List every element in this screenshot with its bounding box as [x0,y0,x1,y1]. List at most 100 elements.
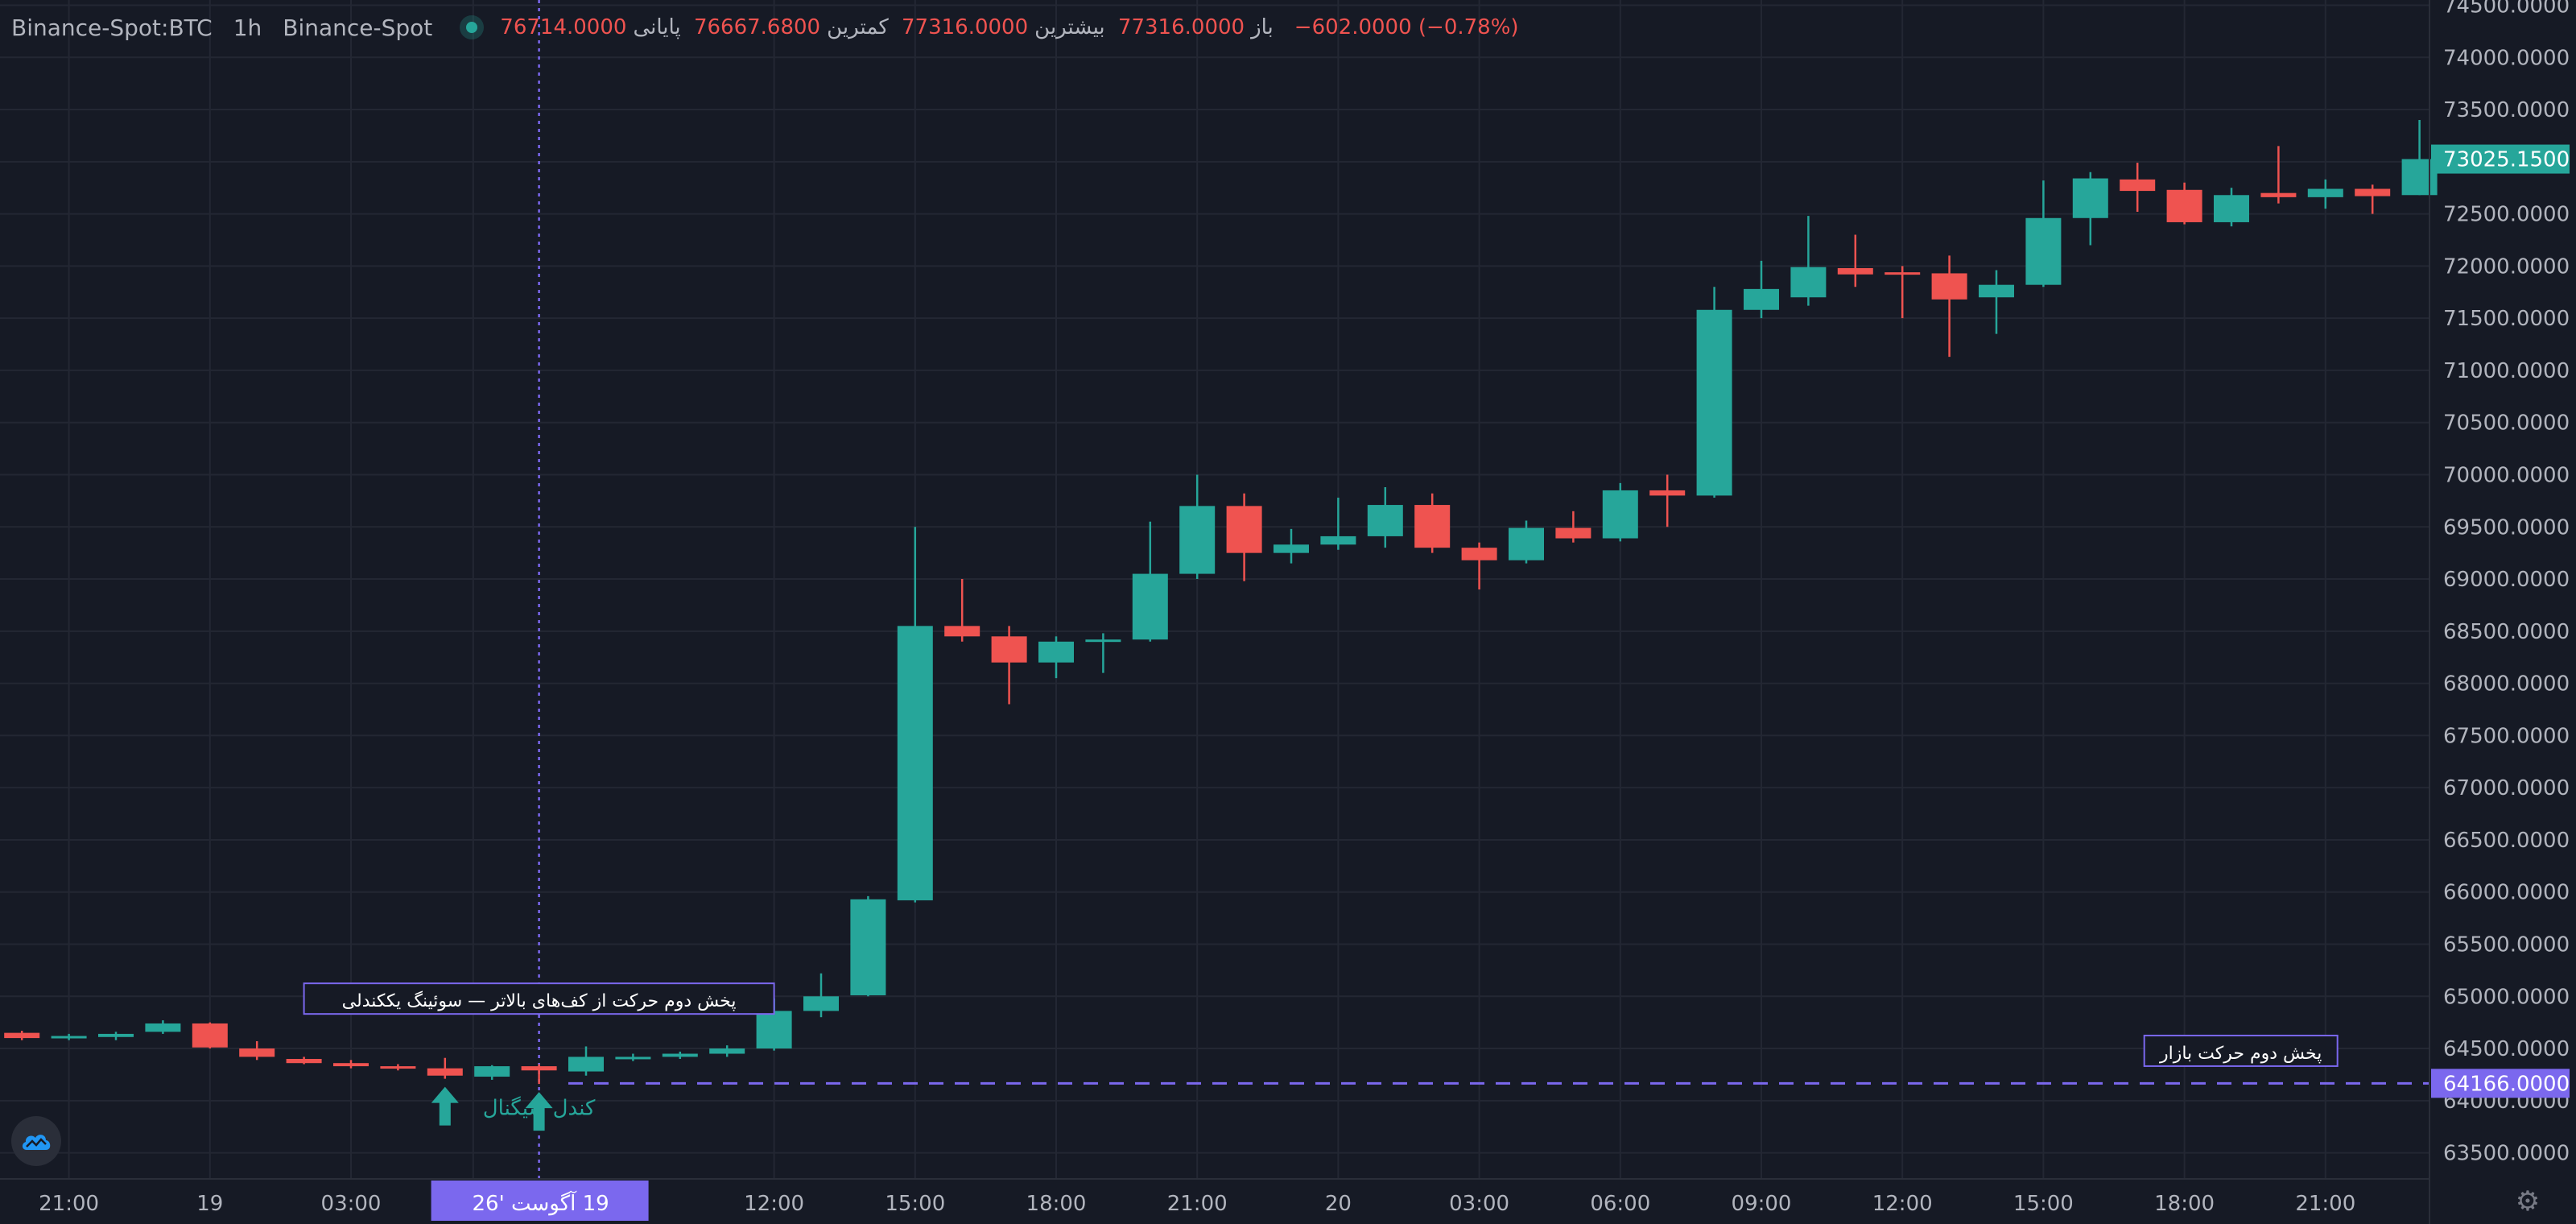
candle-body [51,1036,87,1039]
cloud-logo-icon[interactable] [11,1116,61,1166]
gear-icon[interactable]: ⚙ [2515,1185,2541,1218]
candle-body [850,899,886,995]
hline-price-tag [2431,1069,2570,1098]
candle-body [1790,267,1827,298]
annotations-group: پخش دوم حرکت از کف‌های بالاتر — سوئینگ ی… [303,982,2339,1131]
candle-body [2025,217,2062,285]
x-tick-label: 18:00 [1026,1192,1087,1216]
close-label: پایانی [633,15,681,39]
y-tick-label: 67000.0000 [2443,776,2570,800]
candle-body [1979,284,2014,298]
hline-price-label: 64166.0000 [2443,1072,2570,1096]
x-tick-label: 21:00 [2295,1192,2355,1216]
candle-body [474,1066,510,1077]
y-tick-label: 69500.0000 [2443,515,2570,540]
candle-body [1931,273,1967,300]
signal-arrow-up-icon [431,1086,459,1126]
candle-body [1367,505,1403,536]
candle-body [1038,641,1074,663]
x-tick-label: 18:00 [2154,1192,2215,1216]
candle-body [1885,272,1921,275]
x-tick-label: 03:00 [321,1192,382,1216]
x-tick-label: 15:00 [885,1192,945,1216]
low-label: کمترین [827,15,889,39]
candle-body [615,1057,651,1060]
high-label: بیشترین [1034,15,1105,39]
y-tick-label: 70500.0000 [2443,411,2570,436]
time-axis[interactable]: 21:001903:0007:0012:0015:0018:0021:00200… [0,1178,2429,1221]
candle-body [1602,490,1638,539]
y-tick-label: 72000.0000 [2443,254,2570,279]
candle-body [1085,639,1121,643]
x-tick-label: 12:00 [744,1192,804,1216]
cursor-date-label: 19 آگوست '26 [472,1190,609,1216]
x-tick-label: 21:00 [39,1192,99,1216]
open-value: 77316.0000 [1117,15,1245,39]
timeframe-label[interactable]: 1h [233,14,262,41]
signal-arrow-up-icon [525,1092,553,1131]
y-tick-label: 71500.0000 [2443,307,2570,331]
y-tick-label: 74500.0000 [2443,0,2570,18]
candle-body [145,1023,181,1032]
candle-body [897,626,933,901]
candle-body [1837,267,1873,275]
ohlc-values: باز77316.0000 بیشترین77316.0000 کمترین76… [500,15,1280,39]
y-tick-label: 66000.0000 [2443,881,2570,905]
live-dot-icon [460,15,485,39]
candle-body [1274,544,1309,553]
candle-body [380,1066,416,1069]
candle-body [1226,506,1262,553]
candle-body [4,1032,40,1039]
candle-body [427,1068,463,1076]
candle-body [2120,179,2156,192]
low-value: 76667.6800 [693,15,821,39]
x-tick-label: 09:00 [1732,1192,1792,1216]
candle-body [1320,536,1356,545]
y-tick-label: 64500.0000 [2443,1037,2570,1061]
change-value: −602.0000 (−0.78%) [1294,15,1519,39]
symbol-name[interactable]: Binance-Spot:BTC [11,14,213,41]
x-tick-label: 19 [196,1192,223,1216]
candle-body [192,1023,228,1048]
candle-body [2166,189,2202,222]
cursor-date-tag [431,1181,649,1221]
y-tick-label: 66500.0000 [2443,829,2570,853]
x-tick-label: 12:00 [1872,1192,1933,1216]
candles-group [4,119,2438,1085]
candle-body [1509,527,1544,560]
open-label: باز [1251,15,1274,39]
candle-body [991,636,1027,663]
annotation-swing-note-box [303,982,775,1015]
candle-body [1744,288,1779,310]
candle-body [333,1063,369,1067]
y-tick-label: 67500.0000 [2443,724,2570,748]
annotation-market-move-box [2143,1034,2339,1067]
last-price-tag [2431,144,2570,174]
candle-body [662,1053,698,1057]
symbol-legend: Binance-Spot:BTC 1h Binance-Spot باز 7731… [11,10,1519,45]
annotation-swing-note: پخش دوم حرکت از کف‌های بالاتر — سوئینگ ی… [342,990,737,1011]
y-tick-label: 65500.0000 [2443,932,2570,957]
candle-body [1696,309,1732,496]
y-tick-label: 70000.0000 [2443,463,2570,487]
x-tick-label: 03:00 [1449,1192,1509,1216]
candle-body [709,1048,745,1054]
y-tick-label: 69000.0000 [2443,568,2570,592]
last-price-label: 73025.1500 [2443,148,2570,172]
annotation-market-move: پخش دوم حرکت بازار [2159,1044,2322,1064]
candle-body [756,1011,792,1049]
price-axis[interactable]: 63500.000064000.000064500.000065000.0000… [2429,0,2570,1224]
candle-body [1461,548,1497,560]
candle-body [1555,527,1591,539]
y-tick-label: 72500.0000 [2443,203,2570,227]
candle-body [2260,192,2297,197]
y-tick-label: 65000.0000 [2443,985,2570,1009]
y-tick-label: 68500.0000 [2443,620,2570,644]
candle-body [98,1033,134,1037]
y-tick-label: 68000.0000 [2443,672,2570,697]
candle-body [239,1048,275,1057]
candle-body [521,1066,557,1071]
x-tick-label: 20 [1325,1192,1352,1216]
candle-body [944,626,980,637]
